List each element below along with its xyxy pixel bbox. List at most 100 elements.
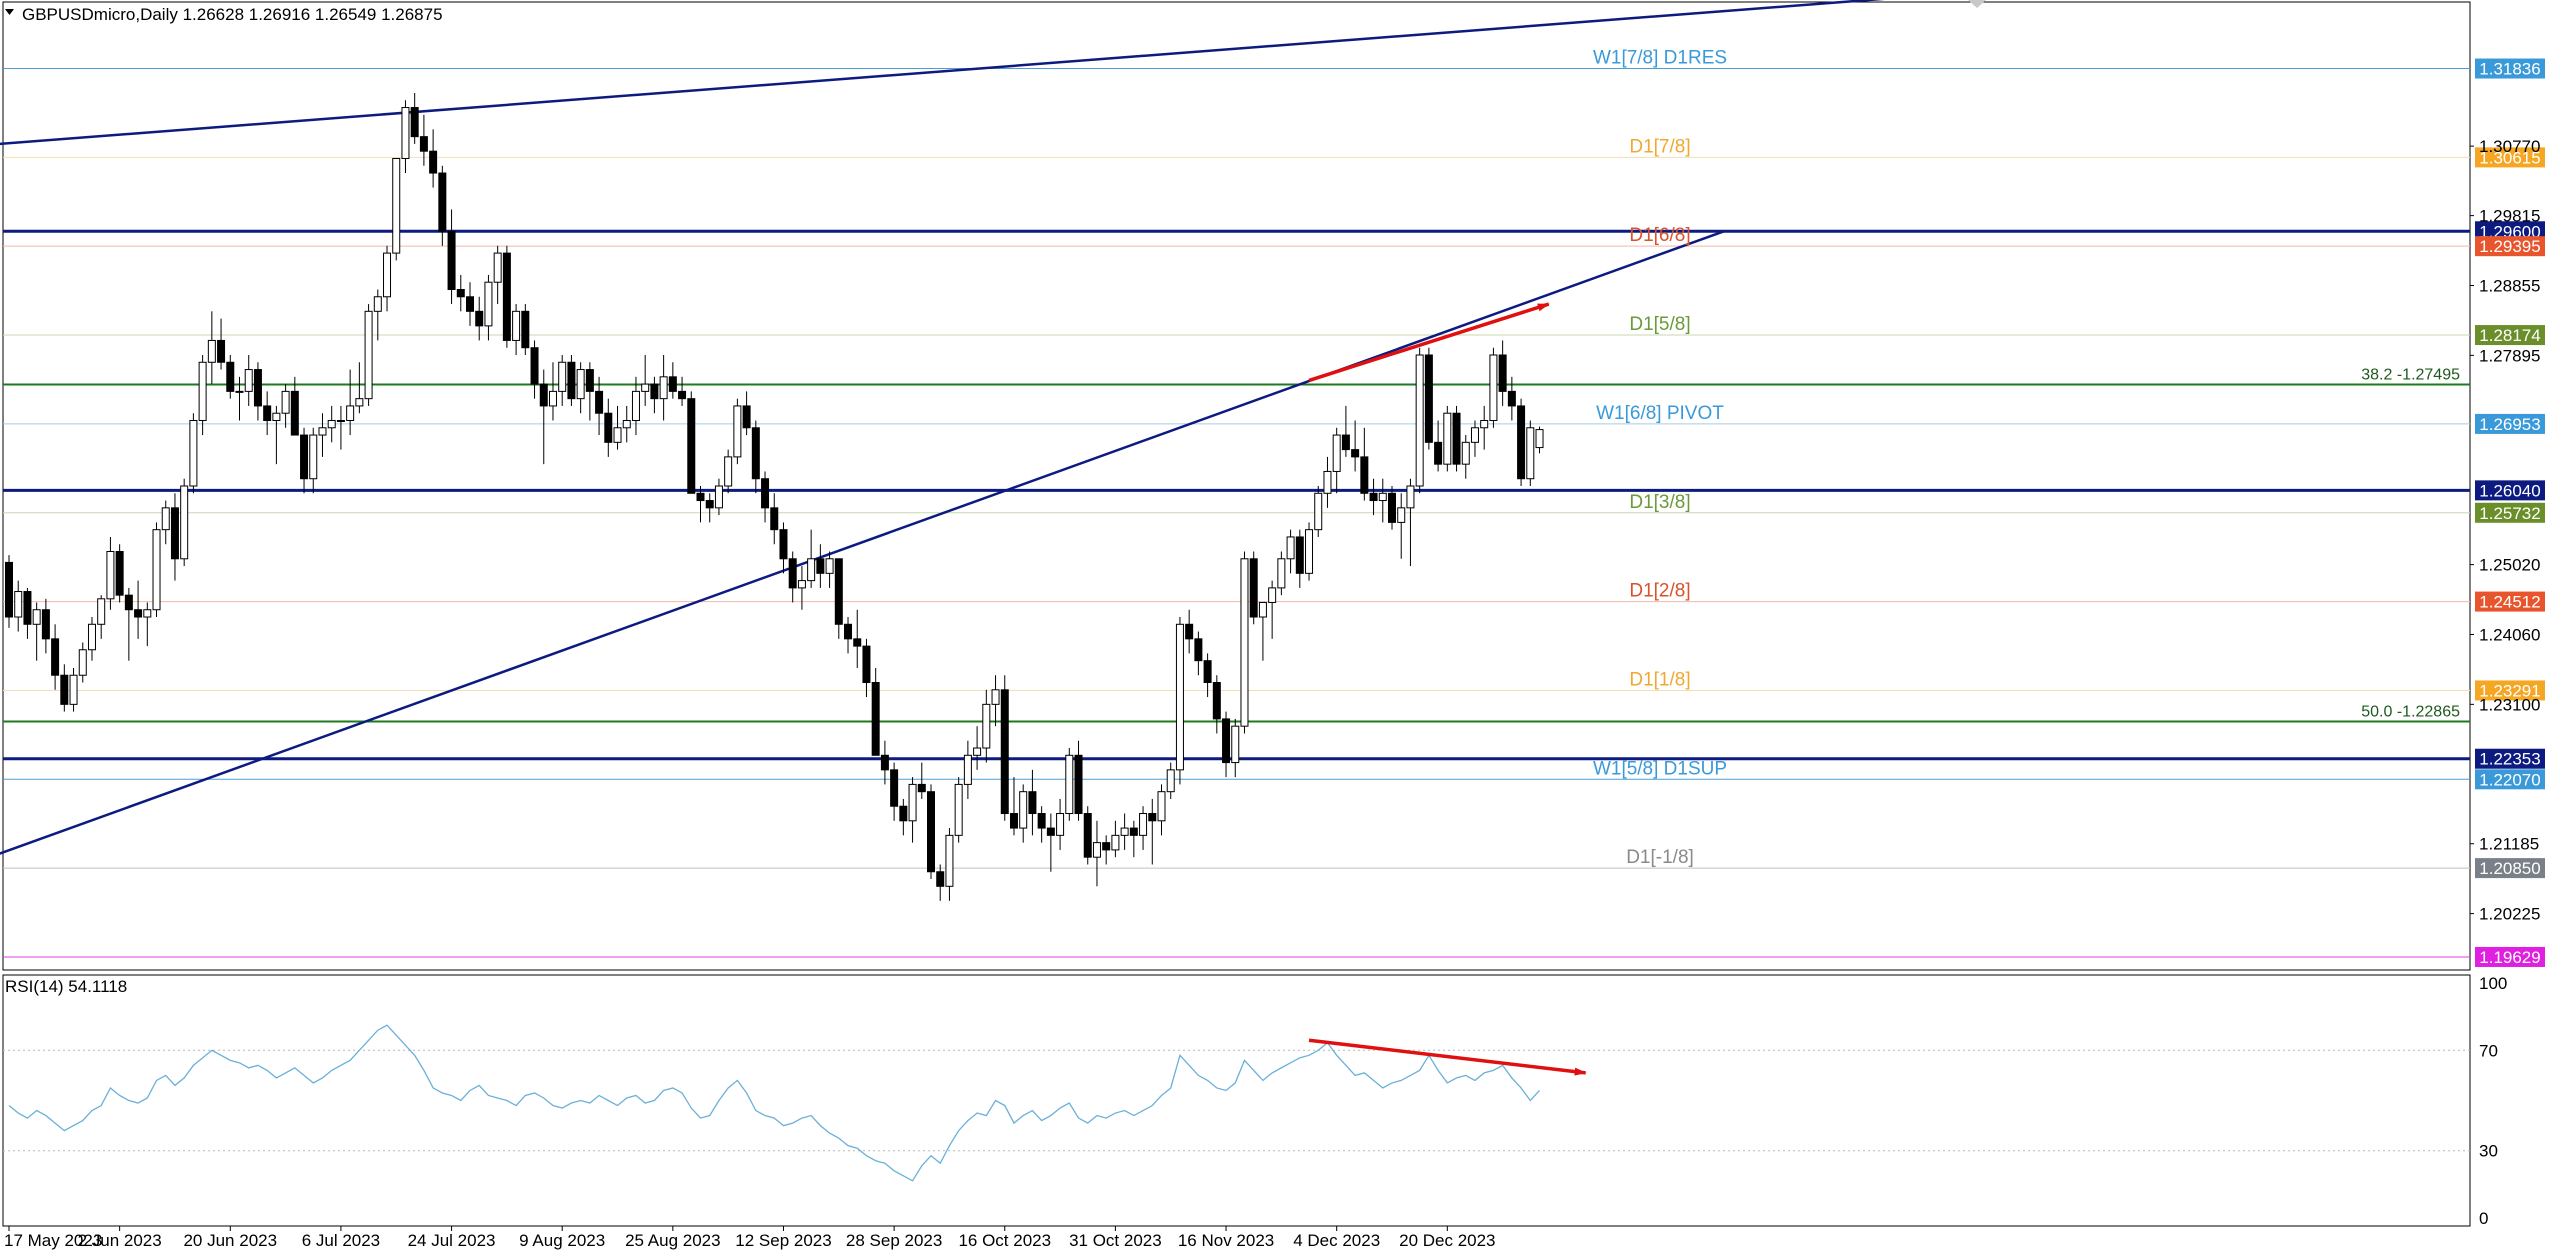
bear-candle[interactable]: [862, 645, 871, 684]
bear-candle[interactable]: [115, 551, 124, 596]
bull-candle[interactable]: [207, 339, 216, 363]
bear-candle[interactable]: [539, 383, 548, 407]
bear-candle[interactable]: [779, 529, 788, 560]
bull-candle[interactable]: [548, 390, 557, 407]
bear-candle[interactable]: [60, 674, 69, 705]
bull-candle[interactable]: [1056, 813, 1065, 836]
bear-candle[interactable]: [899, 805, 908, 822]
bear-candle[interactable]: [1360, 456, 1369, 494]
bear-candle[interactable]: [585, 369, 594, 392]
bear-candle[interactable]: [816, 558, 825, 574]
bull-candle[interactable]: [97, 598, 106, 625]
channel-bottom-trendline[interactable]: [0, 230, 1725, 855]
bull-candle[interactable]: [1305, 529, 1314, 574]
bull-candle[interactable]: [631, 390, 640, 421]
bull-candle[interactable]: [1470, 427, 1479, 443]
bull-candle[interactable]: [982, 703, 991, 749]
bear-candle[interactable]: [1295, 536, 1304, 574]
bear-candle[interactable]: [742, 405, 751, 429]
bear-candle[interactable]: [1129, 827, 1138, 836]
bear-candle[interactable]: [871, 682, 880, 756]
bull-candle[interactable]: [954, 783, 963, 836]
bull-candle[interactable]: [1277, 558, 1286, 589]
bull-candle[interactable]: [1489, 354, 1498, 421]
bear-candle[interactable]: [1194, 638, 1203, 662]
bull-candle[interactable]: [189, 419, 198, 487]
bear-candle[interactable]: [217, 339, 226, 363]
bull-candle[interactable]: [807, 558, 816, 582]
bear-candle[interactable]: [1037, 813, 1046, 829]
bull-candle[interactable]: [1240, 558, 1249, 727]
bull-candle[interactable]: [244, 369, 253, 392]
bear-candle[interactable]: [1249, 558, 1258, 618]
bear-candle[interactable]: [844, 623, 853, 640]
bear-candle[interactable]: [456, 288, 465, 298]
bear-candle[interactable]: [1388, 492, 1396, 523]
bull-candle[interactable]: [1166, 769, 1175, 793]
bull-candle[interactable]: [724, 456, 733, 487]
bear-candle[interactable]: [567, 361, 576, 400]
bear-candle[interactable]: [1507, 390, 1516, 407]
bear-candle[interactable]: [170, 507, 179, 560]
bull-candle[interactable]: [1157, 791, 1166, 822]
bull-candle[interactable]: [1332, 434, 1341, 472]
bull-candle[interactable]: [1268, 587, 1277, 603]
bull-candle[interactable]: [336, 419, 345, 422]
bull-candle[interactable]: [327, 419, 336, 429]
bull-candle[interactable]: [1323, 470, 1332, 494]
bull-candle[interactable]: [180, 485, 189, 560]
bear-candle[interactable]: [134, 609, 143, 618]
bear-candle[interactable]: [5, 561, 13, 618]
bear-candle[interactable]: [1369, 492, 1378, 502]
bull-candle[interactable]: [161, 507, 170, 531]
bull-candle[interactable]: [558, 361, 567, 392]
bull-candle[interactable]: [484, 281, 493, 327]
bull-candle[interactable]: [797, 580, 806, 589]
bear-candle[interactable]: [1424, 354, 1433, 443]
bull-candle[interactable]: [392, 157, 401, 254]
bull-candle[interactable]: [908, 783, 917, 822]
bull-candle[interactable]: [69, 674, 78, 705]
scroll-marker-icon[interactable]: [1968, 0, 1986, 8]
bull-candle[interactable]: [1443, 412, 1452, 465]
bear-candle[interactable]: [650, 383, 659, 400]
bull-candle[interactable]: [512, 310, 521, 341]
bull-candle[interactable]: [373, 296, 382, 312]
bear-candle[interactable]: [23, 591, 32, 625]
bear-candle[interactable]: [1009, 813, 1018, 829]
bear-candle[interactable]: [1074, 754, 1083, 815]
bear-candle[interactable]: [466, 296, 474, 312]
bear-candle[interactable]: [530, 347, 539, 385]
bull-candle[interactable]: [963, 754, 972, 785]
bear-candle[interactable]: [521, 310, 530, 349]
bear-candle[interactable]: [502, 252, 511, 341]
bull-candle[interactable]: [78, 649, 87, 676]
bear-candle[interactable]: [890, 769, 899, 807]
bull-candle[interactable]: [355, 398, 364, 407]
bull-candle[interactable]: [1258, 601, 1267, 618]
bear-candle[interactable]: [696, 492, 705, 502]
bull-candle[interactable]: [641, 383, 650, 392]
bull-candle[interactable]: [14, 591, 23, 618]
bear-candle[interactable]: [124, 594, 133, 611]
bull-candle[interactable]: [1378, 492, 1387, 502]
bull-candle[interactable]: [1120, 827, 1129, 836]
bull-candle[interactable]: [1175, 623, 1184, 771]
bear-candle[interactable]: [788, 558, 797, 589]
bull-candle[interactable]: [714, 485, 723, 509]
bull-candle[interactable]: [32, 609, 41, 625]
bear-candle[interactable]: [917, 783, 926, 793]
bull-candle[interactable]: [1526, 427, 1535, 480]
bull-candle[interactable]: [1139, 813, 1148, 836]
bull-candle[interactable]: [1019, 791, 1028, 829]
bear-candle[interactable]: [253, 369, 262, 407]
bull-candle[interactable]: [973, 747, 982, 756]
bear-candle[interactable]: [300, 434, 309, 480]
bull-candle[interactable]: [991, 689, 1000, 705]
bear-candle[interactable]: [1102, 842, 1111, 851]
bull-candle[interactable]: [622, 419, 631, 429]
bull-candle[interactable]: [1480, 419, 1489, 429]
bear-candle[interactable]: [1203, 660, 1212, 684]
bear-candle[interactable]: [687, 398, 696, 494]
bear-candle[interactable]: [751, 427, 760, 480]
